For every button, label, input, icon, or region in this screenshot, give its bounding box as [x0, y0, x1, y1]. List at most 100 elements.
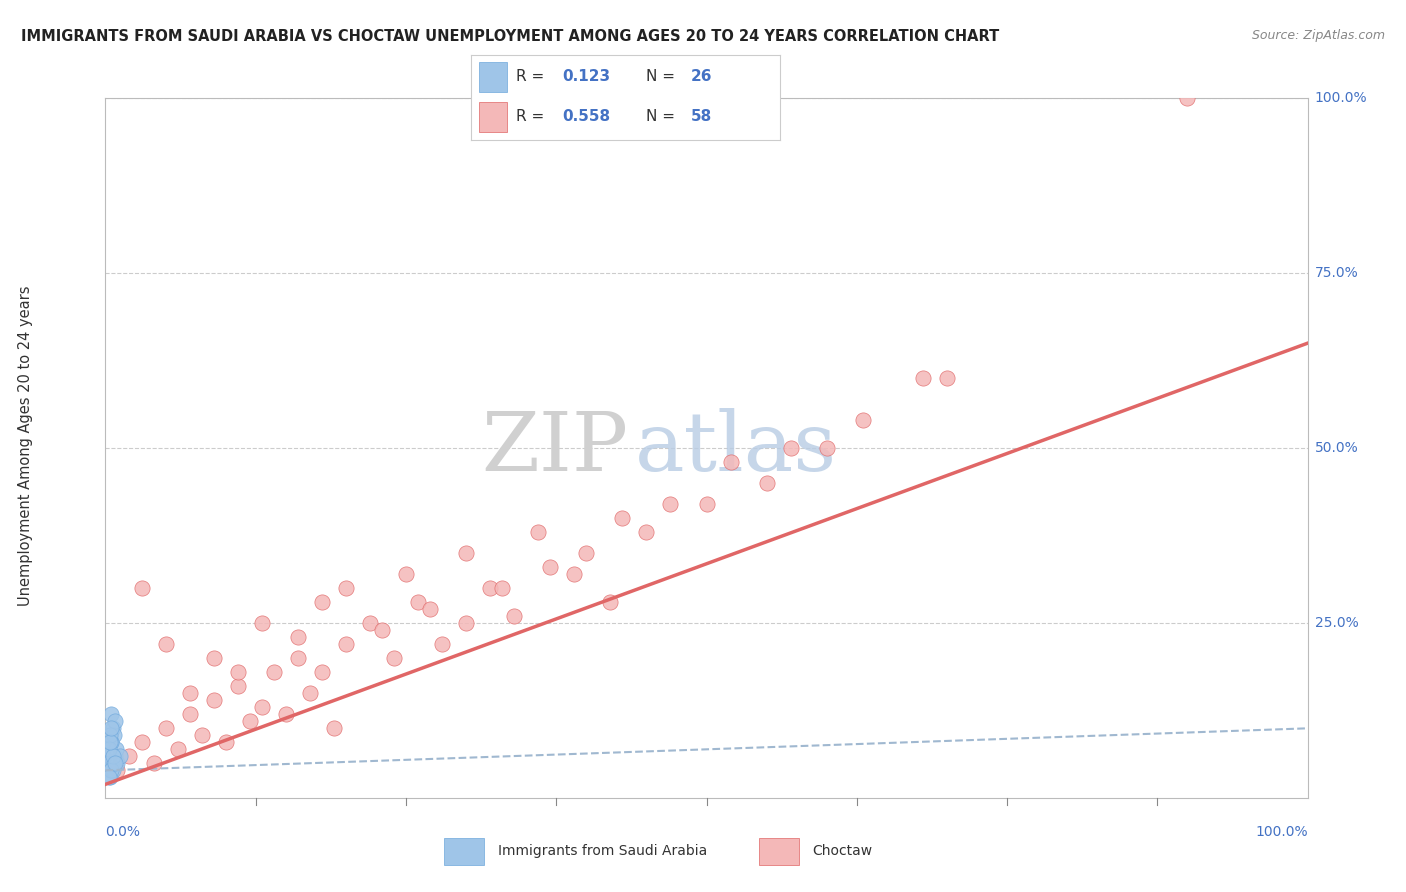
Point [419, 602, 441, 616]
Text: R =: R = [516, 70, 548, 85]
Text: Choctaw: Choctaw [813, 845, 873, 858]
Point [491, 582, 513, 596]
Point [239, 714, 262, 729]
Point [108, 749, 131, 764]
Point [179, 707, 201, 722]
Point [100, 721, 122, 735]
Point [575, 546, 598, 560]
Point [250, 616, 273, 631]
Point [311, 595, 333, 609]
Point [98, 749, 121, 764]
Point [335, 582, 357, 596]
Point [107, 764, 129, 778]
Point [612, 511, 634, 525]
Text: N =: N = [645, 70, 679, 85]
Text: Immigrants from Saudi Arabia: Immigrants from Saudi Arabia [498, 845, 707, 858]
Point [98, 728, 121, 742]
Text: Unemployment Among Ages 20 to 24 years: Unemployment Among Ages 20 to 24 years [18, 285, 32, 607]
Bar [759, 838, 799, 865]
Text: Source: ZipAtlas.com: Source: ZipAtlas.com [1251, 29, 1385, 42]
Point [98, 764, 121, 778]
Point [322, 721, 344, 735]
Text: 0.558: 0.558 [562, 109, 610, 124]
Point [104, 714, 127, 729]
Point [101, 749, 124, 764]
Point [911, 371, 934, 385]
Point [179, 686, 201, 700]
Point [101, 721, 124, 735]
Bar [479, 62, 506, 92]
Point [226, 665, 249, 680]
Text: atlas: atlas [634, 409, 837, 488]
Point [104, 756, 127, 771]
Text: 0.123: 0.123 [562, 70, 610, 85]
Point [720, 455, 742, 469]
Point [538, 560, 561, 574]
Point [406, 595, 429, 609]
Point [274, 707, 297, 722]
Point [202, 693, 225, 707]
Point [250, 700, 273, 714]
Point [131, 735, 153, 749]
Point [263, 665, 285, 680]
Point [166, 742, 188, 756]
Point [226, 679, 249, 693]
Text: 0.0%: 0.0% [105, 825, 141, 838]
Point [97, 742, 120, 756]
Point [100, 735, 122, 749]
Point [202, 651, 225, 665]
Point [98, 770, 121, 784]
Point [335, 637, 357, 651]
Point [311, 665, 333, 680]
Point [155, 721, 177, 735]
Point [190, 728, 212, 742]
Point [155, 637, 177, 651]
Point [696, 497, 718, 511]
Point [118, 749, 141, 764]
Point [852, 413, 875, 427]
Text: 100.0%: 100.0% [1315, 91, 1367, 105]
Text: N =: N = [645, 109, 679, 124]
Point [100, 764, 122, 778]
Text: ZIP: ZIP [481, 409, 628, 488]
Point [1175, 91, 1198, 105]
Point [395, 567, 418, 582]
Point [103, 756, 125, 771]
Point [98, 756, 121, 771]
Text: 75.0%: 75.0% [1315, 266, 1358, 280]
Bar [444, 838, 484, 865]
Point [454, 616, 477, 631]
Point [131, 582, 153, 596]
Text: R =: R = [516, 109, 548, 124]
Point [479, 582, 502, 596]
Point [287, 651, 309, 665]
Point [382, 651, 405, 665]
Point [142, 756, 165, 771]
Point [936, 371, 959, 385]
Point [503, 609, 526, 624]
Point [659, 497, 682, 511]
Point [214, 735, 236, 749]
Text: 58: 58 [690, 109, 711, 124]
Text: 50.0%: 50.0% [1315, 442, 1358, 455]
Point [527, 525, 550, 540]
Text: 26: 26 [690, 70, 711, 85]
Point [599, 595, 621, 609]
Point [562, 567, 585, 582]
Text: IMMIGRANTS FROM SAUDI ARABIA VS CHOCTAW UNEMPLOYMENT AMONG AGES 20 TO 24 YEARS C: IMMIGRANTS FROM SAUDI ARABIA VS CHOCTAW … [21, 29, 1000, 44]
Point [779, 442, 801, 455]
Point [104, 749, 127, 764]
Point [98, 770, 121, 784]
Point [454, 546, 477, 560]
Point [98, 756, 121, 771]
Point [101, 764, 124, 778]
Point [371, 624, 394, 638]
Point [98, 742, 121, 756]
Point [815, 442, 838, 455]
Point [755, 476, 778, 491]
Point [103, 728, 125, 742]
Point [298, 686, 321, 700]
Point [107, 756, 129, 771]
Point [98, 735, 121, 749]
Point [100, 707, 122, 722]
